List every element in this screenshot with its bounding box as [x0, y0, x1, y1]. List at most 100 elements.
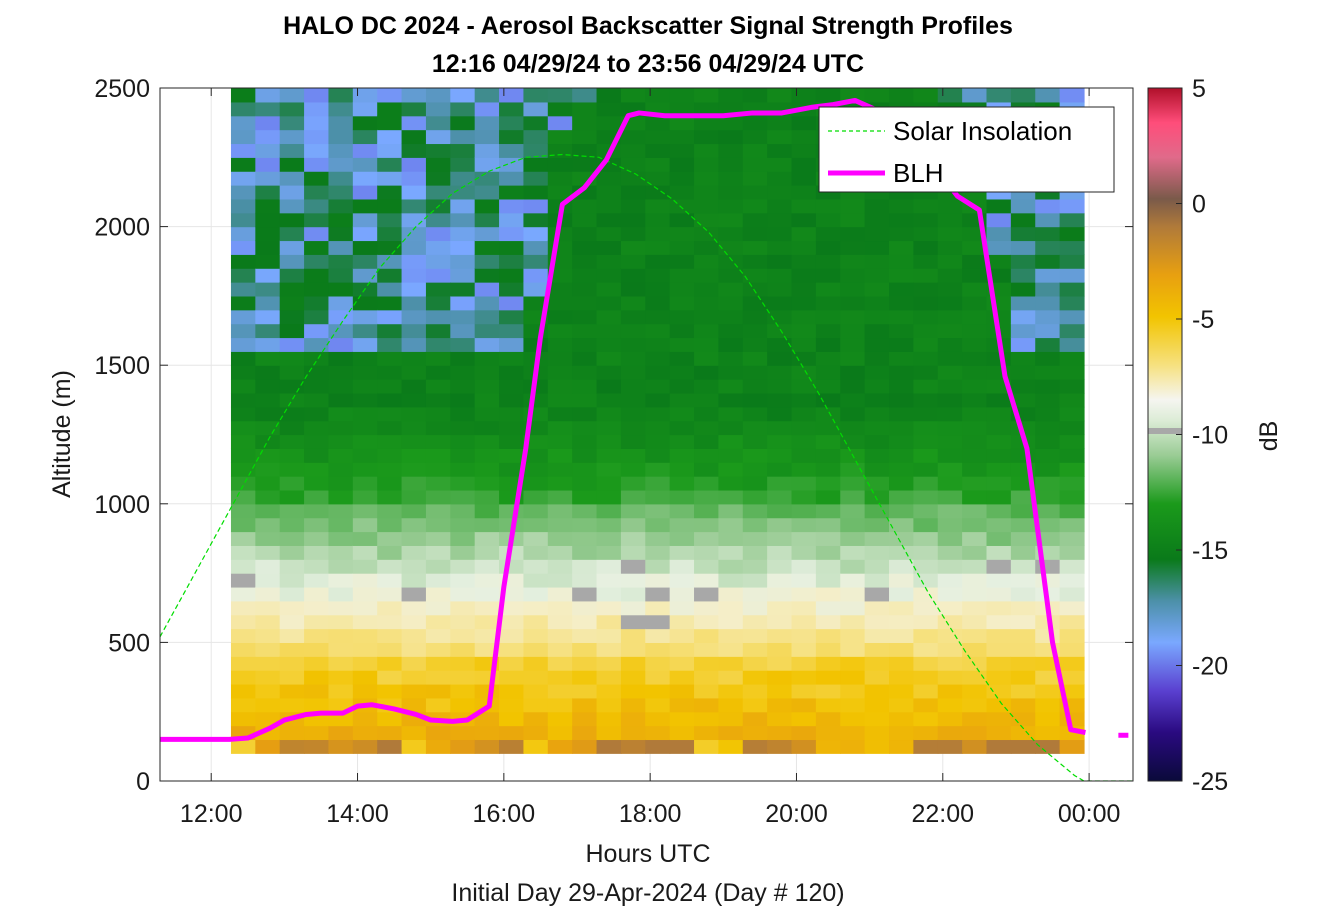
heatmap-cell [937, 739, 963, 754]
heatmap-cell [864, 309, 890, 325]
heatmap-cell [304, 628, 330, 643]
heatmap-cell [1035, 240, 1061, 255]
heatmap-cell [230, 642, 256, 657]
heatmap-cell [742, 392, 768, 408]
heatmap-cell [596, 365, 622, 380]
heatmap-cell [694, 642, 720, 657]
heatmap-cell [279, 586, 305, 602]
heatmap-cell [1010, 683, 1036, 699]
heatmap-cell [425, 212, 451, 228]
heatmap-cell [450, 683, 476, 699]
heatmap-cell [401, 670, 427, 685]
heatmap-cell [1059, 379, 1085, 394]
heatmap-cell [352, 670, 378, 685]
heatmap-cell [499, 295, 525, 311]
heatmap-cell [937, 282, 963, 297]
heatmap-cell [645, 379, 671, 394]
heatmap-cell [694, 531, 720, 546]
heatmap-cell [815, 600, 841, 616]
heatmap-cell [450, 573, 476, 588]
heatmap-cell [937, 434, 963, 449]
heatmap-cell [352, 198, 378, 214]
heatmap-cell [425, 254, 451, 269]
heatmap-cell [1059, 476, 1085, 491]
heatmap-cell [791, 171, 817, 186]
heatmap-cell [962, 545, 988, 560]
heatmap-cell [694, 656, 720, 671]
heatmap-cell [694, 185, 720, 200]
heatmap-cell [815, 392, 841, 408]
heatmap-cell [840, 476, 866, 491]
heatmap-cell [645, 489, 671, 505]
heatmap-cell [1059, 309, 1085, 325]
heatmap-cell [572, 268, 598, 283]
heatmap-cell [864, 476, 890, 491]
heatmap-cell [840, 295, 866, 311]
heatmap-cell [255, 226, 281, 242]
heatmap-cell [255, 434, 281, 449]
heatmap-cell [1035, 434, 1061, 449]
heatmap-cell [645, 656, 671, 671]
heatmap-cell [669, 129, 695, 145]
heatmap-cell [815, 573, 841, 588]
heatmap-cell [620, 725, 646, 741]
heatmap-cell [1035, 226, 1061, 242]
heatmap-cell [596, 670, 622, 685]
heatmap-cell [230, 323, 256, 339]
heatmap-cell [913, 268, 939, 283]
heatmap-cell [962, 295, 988, 311]
heatmap-cell [986, 586, 1012, 602]
heatmap-cell [913, 711, 939, 727]
heatmap-cell [889, 212, 914, 228]
heatmap-cell [986, 420, 1012, 436]
heatmap-cell [1035, 683, 1061, 699]
heatmap-cell [962, 586, 988, 602]
heatmap-cell [304, 697, 330, 713]
heatmap-cell [425, 143, 451, 158]
heatmap-cell [572, 614, 598, 630]
heatmap-cell [840, 379, 866, 394]
heatmap-cell [718, 365, 744, 380]
heatmap-cell [694, 337, 720, 352]
heatmap-cell [304, 295, 330, 311]
heatmap-cell [279, 101, 305, 117]
heatmap-cell [913, 420, 939, 436]
heatmap-cell [474, 586, 500, 602]
heatmap-cell [840, 88, 866, 103]
heatmap-cell [694, 739, 720, 754]
heatmap-cell [889, 697, 914, 713]
heatmap-cell [547, 379, 573, 394]
heatmap-cell [523, 711, 549, 727]
heatmap-cell [230, 476, 256, 491]
heatmap-cell [889, 489, 914, 505]
heatmap-cell [377, 254, 403, 269]
heatmap-cell [962, 476, 988, 491]
heatmap-cell [669, 268, 695, 283]
heatmap-cell [523, 476, 549, 491]
heatmap-cell [767, 642, 793, 657]
colorbar-tick-label: -10 [1192, 422, 1228, 450]
heatmap-cell [425, 337, 451, 352]
heatmap-cell [962, 434, 988, 449]
heatmap-cell [986, 670, 1012, 685]
heatmap-cell [1010, 309, 1036, 325]
heatmap-cell [547, 503, 573, 519]
heatmap-cell [596, 600, 622, 616]
heatmap-cell [986, 656, 1012, 671]
heatmap-cell [230, 268, 256, 283]
heatmap-cell [596, 586, 622, 602]
heatmap-cell [304, 198, 330, 214]
heatmap-cell [352, 545, 378, 560]
heatmap-cell [230, 309, 256, 325]
heatmap-cell [962, 282, 988, 297]
heatmap-cell [937, 198, 963, 214]
heatmap-cell [352, 88, 378, 103]
heatmap-cell [864, 212, 890, 228]
heatmap-cell [767, 711, 793, 727]
heatmap-cell [669, 379, 695, 394]
heatmap-cell [377, 628, 403, 643]
heatmap-cell [815, 462, 841, 477]
heatmap-cell [620, 656, 646, 671]
heatmap-cell [889, 337, 914, 352]
heatmap-cell [718, 115, 744, 131]
